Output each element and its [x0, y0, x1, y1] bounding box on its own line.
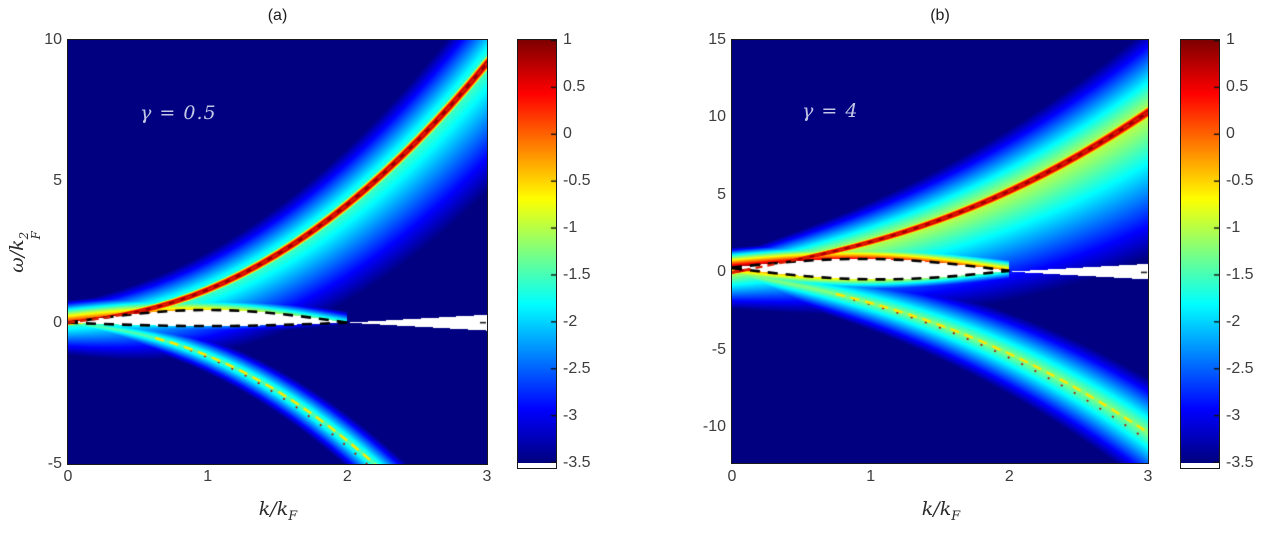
- panel-a-xtick-1: 1: [203, 468, 213, 485]
- colorbar-a-tick-1: 1: [563, 31, 572, 48]
- colorbar-b-tick-0: 0: [1226, 125, 1235, 142]
- panel-b-xtick-0: 0: [727, 468, 737, 485]
- panel-b-ytick--10: -10: [702, 418, 726, 436]
- panel-b-ytick-5: 5: [717, 185, 726, 203]
- panel-a-ytick-5: 5: [53, 172, 62, 190]
- colorbar-b-tick--2: -2: [1226, 313, 1241, 330]
- heatmap-canvas-b: [732, 40, 1148, 463]
- panel-b-ytick-0: 0: [717, 263, 726, 281]
- colorbar-b-tick--3.5: -3.5: [1226, 454, 1254, 471]
- panel-b-gamma-annotation: γ = 4: [802, 100, 859, 122]
- panel-b-xtick-3: 3: [1143, 468, 1153, 485]
- panel-b-ytick-10: 10: [708, 108, 726, 126]
- panel-a-xtick-3: 3: [482, 468, 492, 485]
- colorbar-a-tick--3.5: -3.5: [563, 454, 591, 471]
- panel-a-gamma-annotation: γ = 0.5: [140, 102, 217, 124]
- colorbar-b-tick--1.5: -1.5: [1226, 266, 1254, 283]
- colorbar-b: [1180, 39, 1220, 469]
- panel-a-ytick-0: 0: [53, 313, 62, 331]
- panel-a-ytick--5: -5: [47, 455, 62, 472]
- colorbar-b-tick-0.5: 0.5: [1226, 78, 1249, 95]
- colorbar-a-tick--1.5: -1.5: [563, 266, 591, 283]
- panel-a-xtick-0: 0: [63, 468, 73, 485]
- colorbar-b-tick--3: -3: [1226, 407, 1241, 424]
- colorbar-canvas-a: [518, 40, 556, 463]
- colorbar-a-tick--1: -1: [563, 219, 578, 236]
- colorbar-b-tick--1: -1: [1226, 219, 1241, 236]
- colorbar-a-tick--0.5: -0.5: [563, 172, 591, 189]
- panel-b-xtick-1: 1: [866, 468, 876, 485]
- colorbar-b-tick--2.5: -2.5: [1226, 360, 1254, 377]
- panel-a-xtick-2: 2: [342, 468, 352, 485]
- colorbar-b-tick-1: 1: [1226, 31, 1235, 48]
- panel-b-xtick-2: 2: [1004, 468, 1014, 485]
- panel-b-title: (b): [930, 7, 950, 24]
- panel-b-ytick--5: -5: [711, 340, 726, 358]
- panel-a-ytick-10: 10: [44, 31, 62, 48]
- colorbar-a-tick--2.5: -2.5: [563, 360, 591, 377]
- colorbar-b-tick--0.5: -0.5: [1226, 172, 1254, 189]
- colorbar-canvas-b: [1181, 40, 1219, 463]
- panel-a-ylabel: ω/k 2 F: [5, 231, 44, 273]
- heatmap-canvas-a: [68, 40, 487, 464]
- panel-a-xlabel: k/kF: [258, 498, 298, 524]
- panel-b-plot-area: γ = 4: [731, 39, 1149, 464]
- colorbar-a: [517, 39, 557, 469]
- panel-a-plot-area: γ = 0.5: [67, 39, 488, 465]
- colorbar-a-tick--2: -2: [563, 313, 578, 330]
- panel-a-title: (a): [267, 7, 288, 24]
- colorbar-a-tick--3: -3: [563, 407, 578, 424]
- colorbar-a-tick-0.5: 0.5: [563, 78, 586, 95]
- panel-b-xlabel: k/kF: [921, 498, 961, 524]
- colorbar-a-tick-0: 0: [563, 125, 572, 142]
- panel-b-ytick-15: 15: [708, 31, 726, 48]
